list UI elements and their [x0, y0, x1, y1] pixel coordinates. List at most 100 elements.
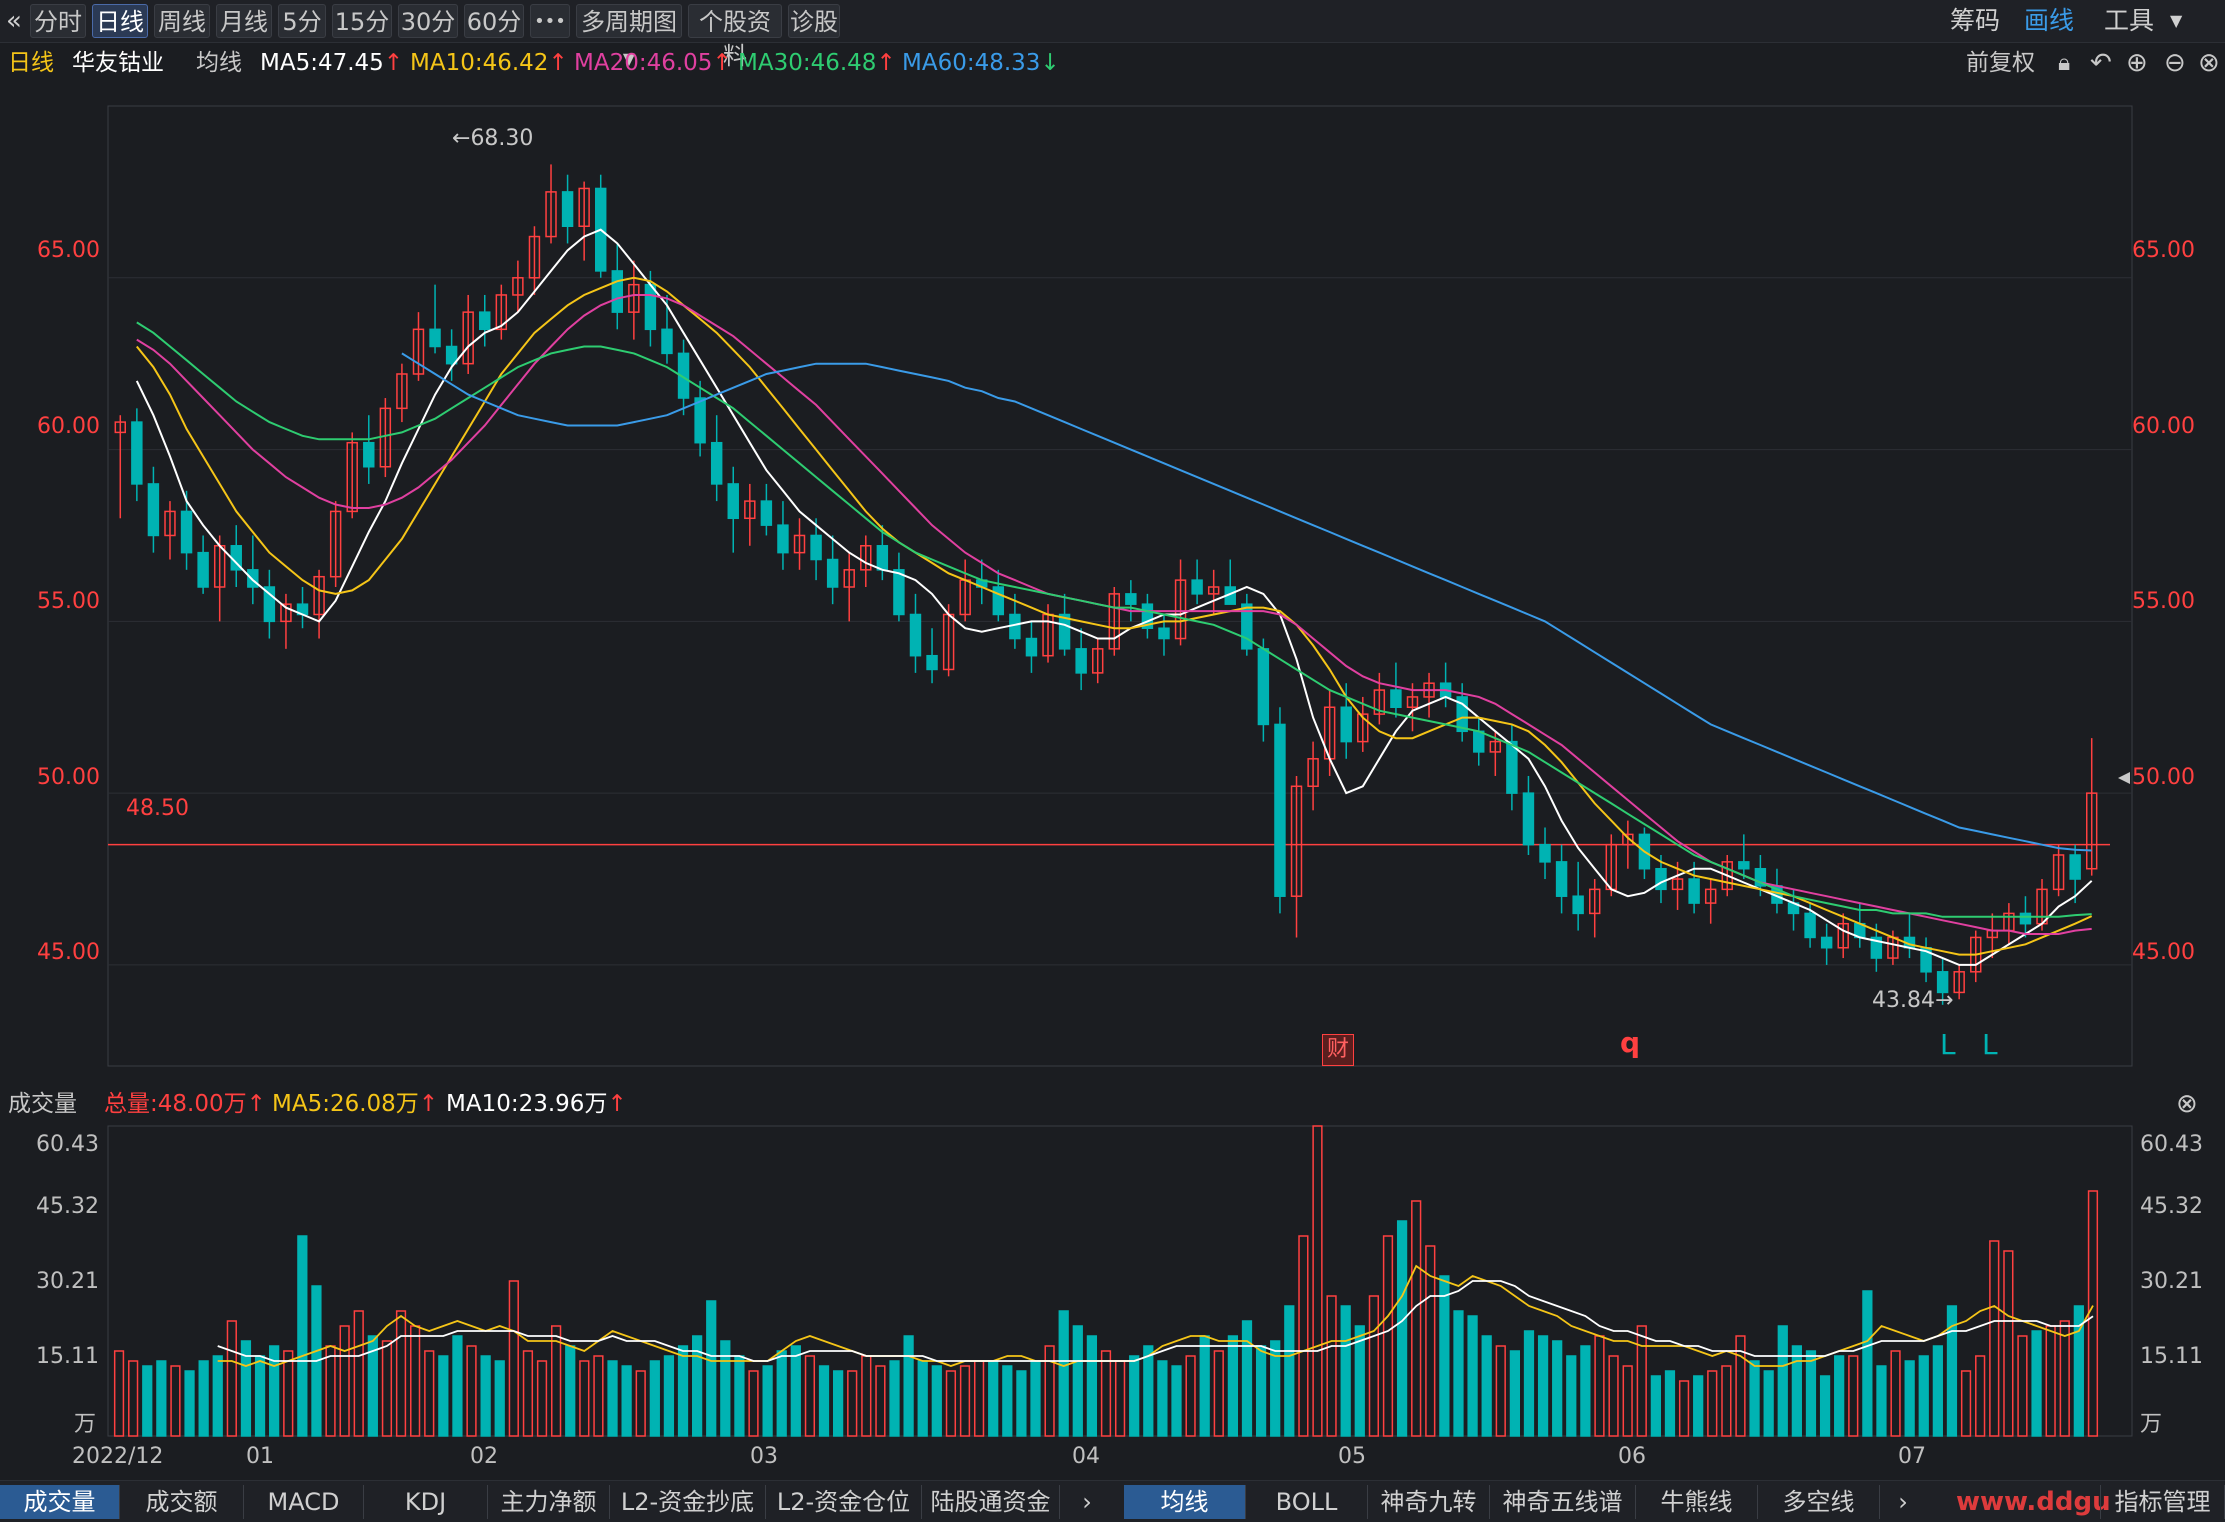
volume-bar	[1650, 1375, 1661, 1437]
period-tab-5min[interactable]: 5分	[278, 4, 326, 38]
period-tab-monthly[interactable]: 月线	[216, 4, 272, 38]
tab-volume[interactable]: 成交量	[0, 1485, 120, 1519]
double-chevron-left-icon[interactable]: «	[6, 6, 22, 36]
volume-bar	[1678, 1380, 1690, 1437]
candle	[512, 277, 524, 296]
signal-marker-q[interactable]: q	[1620, 1026, 1641, 1059]
undo-icon[interactable]: ↶	[2090, 48, 2112, 78]
tab-bull-bear[interactable]: 牛熊线	[1636, 1485, 1758, 1519]
candle	[1489, 740, 1502, 753]
ma-label[interactable]: 均线	[196, 50, 242, 76]
tab-l2-bottom[interactable]: L2-资金抄底	[610, 1485, 766, 1519]
volume-bar	[184, 1370, 195, 1437]
candle	[1704, 888, 1717, 904]
tab-ma[interactable]: 均线	[1124, 1485, 1246, 1519]
lock-icon[interactable]: 🔒︎	[2058, 50, 2071, 76]
volume-bar	[945, 1370, 957, 1437]
zoom-in-icon[interactable]: ⊕	[2126, 48, 2148, 78]
tab-main-net[interactable]: 主力净额	[488, 1485, 610, 1519]
candle	[528, 235, 541, 279]
stock-name: 华友钴业	[72, 50, 164, 76]
chevron-right-icon[interactable]: ›	[1898, 1488, 1908, 1516]
ma-line-ma60	[401, 352, 2092, 852]
tab-northbound[interactable]: 陆股通资金	[922, 1485, 1060, 1519]
volume-bar	[1002, 1365, 1013, 1437]
y-tick-right: 50.00	[2132, 765, 2195, 790]
up-arrow-icon: ↑	[607, 1091, 627, 1117]
close-volume-icon[interactable]: ⊗	[2176, 1089, 2198, 1119]
ma10-value: MA10:46.42↑	[410, 50, 568, 76]
tab-macd[interactable]: MACD	[244, 1485, 364, 1519]
volume-bar	[2073, 1305, 2084, 1437]
more-periods-button[interactable]: •••	[530, 4, 570, 38]
chevron-right-icon[interactable]: ›	[1082, 1488, 1092, 1516]
candle	[1622, 833, 1634, 846]
diagnose-button[interactable]: 诊股	[788, 4, 840, 38]
period-tab-15min[interactable]: 15分	[332, 4, 392, 38]
candle	[561, 191, 574, 228]
candle	[611, 270, 624, 313]
volume-bar	[466, 1345, 477, 1437]
period-tab-daily[interactable]: 日线	[92, 4, 148, 38]
tab-magic-nine[interactable]: 神奇九转	[1368, 1485, 1490, 1519]
indicator-manage-button[interactable]: 指标管理	[2100, 1485, 2225, 1519]
chips-link[interactable]: 筹码	[1950, 6, 2001, 35]
volume-bar	[1199, 1335, 1210, 1437]
volume-bar	[861, 1355, 872, 1437]
date-tick: 2022/12	[72, 1444, 164, 1469]
candle	[694, 397, 706, 444]
draw-line-link[interactable]: 画线	[2024, 6, 2075, 35]
multi-period-dropdown[interactable]: 多周期图 ▼	[576, 4, 682, 68]
tab-turnover[interactable]: 成交额	[120, 1485, 244, 1519]
financial-marker[interactable]: 财	[1322, 1034, 1354, 1066]
close-indicator-icon[interactable]: ⊗	[2198, 48, 2220, 78]
tab-boll[interactable]: BOLL	[1246, 1485, 1368, 1519]
tab-magic-five[interactable]: 神奇五线谱	[1490, 1485, 1636, 1519]
y-tick-right: 65.00	[2132, 238, 2195, 263]
candle	[1572, 895, 1584, 915]
tab-long-short[interactable]: 多空线	[1758, 1485, 1880, 1519]
candle	[131, 421, 143, 485]
candle	[578, 187, 590, 228]
tools-caret-icon[interactable]: ▼	[2170, 11, 2183, 30]
candle	[826, 558, 839, 588]
volume-bar	[1284, 1305, 1295, 1437]
up-arrow-icon: ↑	[548, 50, 568, 76]
candle	[429, 328, 441, 348]
volume-bar	[1523, 1330, 1535, 1437]
candle	[760, 500, 773, 526]
period-tab-weekly[interactable]: 周线	[154, 4, 210, 38]
volume-bar	[226, 1320, 237, 1437]
volume-bar	[1975, 1355, 1986, 1437]
tab-kdj[interactable]: KDJ	[364, 1485, 488, 1519]
volume-bar	[565, 1345, 576, 1437]
tools-link[interactable]: 工具	[2104, 6, 2155, 35]
adjust-mode[interactable]: 前复权	[1966, 50, 2035, 76]
candle	[1357, 713, 1369, 743]
volume-bar	[1354, 1325, 1365, 1437]
volume-bar	[1411, 1200, 1422, 1437]
stock-profile-button[interactable]: 个股资料	[688, 4, 782, 70]
volume-bar	[508, 1280, 519, 1437]
signal-marker-l[interactable]: L	[1982, 1028, 1998, 1061]
ma30-value: MA30:46.48↑	[738, 50, 896, 76]
volume-bar	[452, 1335, 463, 1437]
period-tab-30min[interactable]: 30分	[398, 4, 458, 38]
candlestick-chart[interactable]	[0, 84, 2225, 1070]
period-tab-60min[interactable]: 60分	[464, 4, 524, 38]
volume-bar	[1326, 1295, 1337, 1437]
volume-ma5: MA5:26.08万↑	[272, 1091, 439, 1117]
tab-l2-position[interactable]: L2-资金仓位	[766, 1485, 922, 1519]
period-tab-minute[interactable]: 分时	[30, 4, 86, 38]
volume-bar	[1932, 1345, 1943, 1437]
candle	[1191, 579, 1203, 595]
zoom-out-icon[interactable]: ⊖	[2164, 48, 2186, 78]
candle	[114, 421, 127, 434]
signal-marker-l[interactable]: L	[1940, 1028, 1956, 1061]
volume-bar	[1594, 1335, 1605, 1437]
volume-bar	[2017, 1335, 2028, 1437]
volume-bar	[410, 1325, 421, 1437]
y-tick: 60.00	[37, 414, 100, 439]
volume-bar	[1340, 1305, 1351, 1437]
volume-chart[interactable]	[0, 1124, 2225, 1444]
